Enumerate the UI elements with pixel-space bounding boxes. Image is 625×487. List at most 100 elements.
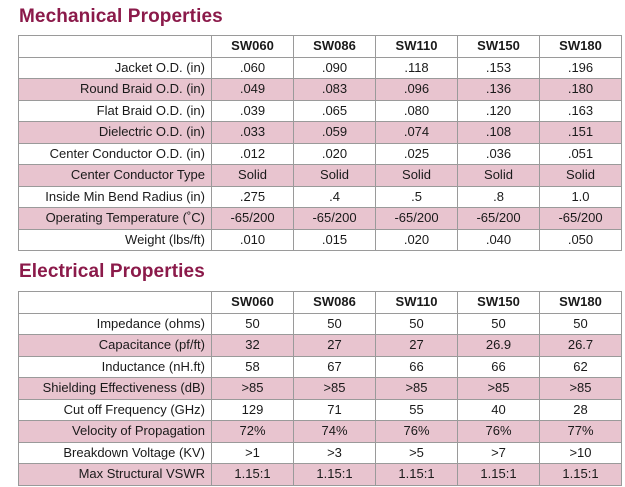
cell-value: 76% (457, 420, 540, 443)
cell-value: .083 (293, 78, 376, 101)
cell-value: >1 (211, 441, 294, 464)
column-header: SW086 (293, 291, 376, 314)
cell-value: .040 (457, 228, 540, 251)
cell-value: 50 (211, 312, 294, 335)
table-row: Breakdown Voltage (KV) >1 >3 >5 >7 >10 (18, 441, 622, 464)
cell-value: 1.15:1 (375, 463, 458, 486)
cell-value: .196 (539, 56, 622, 79)
table-row: Shielding Effectiveness (dB) >85 >85 >85… (18, 377, 622, 400)
cell-value: 32 (211, 334, 294, 357)
cell-value: .090 (293, 56, 376, 79)
column-header: SW086 (293, 35, 376, 58)
cell-value: 40 (457, 398, 540, 421)
row-label: Capacitance (pf/ft) (18, 334, 212, 357)
table-row: Impedance (ohms) 50 50 50 50 50 (18, 312, 622, 335)
cell-value: .136 (457, 78, 540, 101)
cell-value: >85 (375, 377, 458, 400)
cell-value: .050 (539, 228, 622, 251)
cell-value: Solid (539, 164, 622, 187)
table-row: Max Structural VSWR 1.15:1 1.15:1 1.15:1… (18, 463, 622, 486)
column-header: SW180 (539, 35, 622, 58)
cell-value: 62 (539, 355, 622, 378)
row-label: Jacket O.D. (in) (18, 56, 212, 79)
cell-value: >3 (293, 441, 376, 464)
table-row: Dielectric O.D. (in) .033 .059 .074 .108… (18, 121, 622, 144)
cell-value: 55 (375, 398, 458, 421)
cell-value: Solid (293, 164, 376, 187)
cell-value: 76% (375, 420, 458, 443)
cell-value: 28 (539, 398, 622, 421)
row-label: Impedance (ohms) (18, 312, 212, 335)
cell-value: >85 (457, 377, 540, 400)
table-row: Capacitance (pf/ft) 32 27 27 26.9 26.7 (18, 334, 622, 357)
row-label: Round Braid O.D. (in) (18, 78, 212, 101)
cell-value: >85 (539, 377, 622, 400)
row-label: Center Conductor O.D. (in) (18, 142, 212, 165)
column-header: SW150 (457, 35, 540, 58)
cell-value: >7 (457, 441, 540, 464)
table-header-row: SW060 SW086 SW110 SW150 SW180 (18, 291, 622, 314)
electrical-properties-table: SW060 SW086 SW110 SW150 SW180 Impedance … (18, 291, 622, 486)
table-row: Operating Temperature (˚C) -65/200 -65/2… (18, 207, 622, 230)
cell-value: .118 (375, 56, 458, 79)
cell-value: .120 (457, 99, 540, 122)
cell-value: .020 (375, 228, 458, 251)
electrical-properties-title: Electrical Properties (19, 261, 205, 282)
cell-value: .163 (539, 99, 622, 122)
cell-value: 26.9 (457, 334, 540, 357)
cell-value: .015 (293, 228, 376, 251)
column-header: SW060 (211, 35, 294, 58)
cell-value: 26.7 (539, 334, 622, 357)
cell-value: .151 (539, 121, 622, 144)
row-label: Breakdown Voltage (KV) (18, 441, 212, 464)
table-row: Velocity of Propagation 72% 74% 76% 76% … (18, 420, 622, 443)
cell-value: .039 (211, 99, 294, 122)
table-row: Jacket O.D. (in) .060 .090 .118 .153 .19… (18, 56, 622, 79)
row-label: Inside Min Bend Radius (in) (18, 185, 212, 208)
cell-value: 27 (293, 334, 376, 357)
cell-value: .096 (375, 78, 458, 101)
cell-value: 66 (375, 355, 458, 378)
cell-value: -65/200 (457, 207, 540, 230)
table-row: Flat Braid O.D. (in) .039 .065 .080 .120… (18, 99, 622, 122)
cell-value: 67 (293, 355, 376, 378)
cell-value: .065 (293, 99, 376, 122)
cell-value: .010 (211, 228, 294, 251)
cell-value: >10 (539, 441, 622, 464)
table-row: Center Conductor Type Solid Solid Solid … (18, 164, 622, 187)
row-label: Shielding Effectiveness (dB) (18, 377, 212, 400)
cell-value: 1.15:1 (539, 463, 622, 486)
row-label: Velocity of Propagation (18, 420, 212, 443)
cell-value: >85 (211, 377, 294, 400)
cell-value: 1.15:1 (211, 463, 294, 486)
cell-value: .025 (375, 142, 458, 165)
cell-value: .180 (539, 78, 622, 101)
header-blank-cell (18, 35, 212, 58)
cell-value: Solid (375, 164, 458, 187)
table-row: Round Braid O.D. (in) .049 .083 .096 .13… (18, 78, 622, 101)
cell-value: 50 (293, 312, 376, 335)
cell-value: 74% (293, 420, 376, 443)
cell-value: .4 (293, 185, 376, 208)
cell-value: 58 (211, 355, 294, 378)
cell-value: .5 (375, 185, 458, 208)
column-header: SW110 (375, 291, 458, 314)
header-blank-cell (18, 291, 212, 314)
cell-value: 71 (293, 398, 376, 421)
cell-value: .059 (293, 121, 376, 144)
table-header-row: SW060 SW086 SW110 SW150 SW180 (18, 35, 622, 58)
cell-value: .8 (457, 185, 540, 208)
cell-value: .051 (539, 142, 622, 165)
cell-value: Solid (211, 164, 294, 187)
table-row: Cut off Frequency (GHz) 129 71 55 40 28 (18, 398, 622, 421)
cell-value: .080 (375, 99, 458, 122)
cell-value: 1.15:1 (293, 463, 376, 486)
row-label: Dielectric O.D. (in) (18, 121, 212, 144)
cell-value: 50 (375, 312, 458, 335)
cell-value: .012 (211, 142, 294, 165)
cell-value: 1.0 (539, 185, 622, 208)
cell-value: 50 (539, 312, 622, 335)
cell-value: -65/200 (375, 207, 458, 230)
cell-value: >5 (375, 441, 458, 464)
cell-value: 27 (375, 334, 458, 357)
